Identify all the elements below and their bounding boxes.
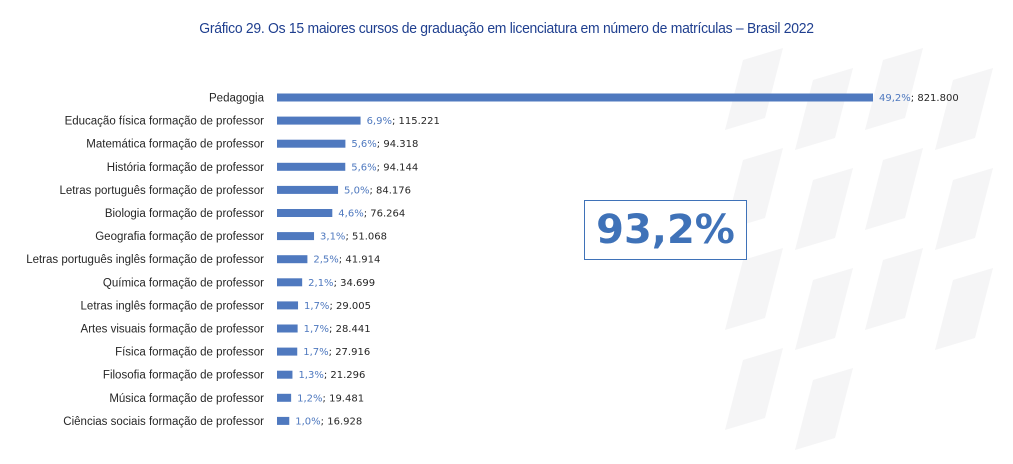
category-label: Educação física formação de professor	[65, 116, 265, 128]
category-label: Biologia formação de professor	[105, 208, 264, 220]
value-label: ; 16.928	[321, 416, 363, 427]
value-label: ; 94.318	[377, 139, 419, 150]
watermark-shape	[935, 168, 993, 250]
category-label: Química formação de professor	[103, 277, 264, 289]
bar	[277, 93, 873, 102]
percent-label: 1,7%	[304, 324, 329, 335]
watermark-shape	[795, 68, 853, 150]
value-label: ; 115.221	[392, 116, 440, 127]
value-label: ; 21.296	[324, 370, 366, 381]
percent-label: 4,6%	[338, 209, 363, 220]
percent-label: 49,2%	[879, 93, 911, 104]
percent-label: 5,6%	[351, 162, 376, 173]
watermark-shape	[865, 248, 923, 330]
data-label: 1,3%; 21.296	[298, 370, 365, 381]
total-percentage-callout: 93,2%	[584, 200, 747, 260]
value-label: ; 41.914	[339, 255, 381, 266]
data-label: 6,9%; 115.221	[367, 116, 440, 127]
value-label: ; 28.441	[329, 324, 371, 335]
bar	[277, 370, 293, 379]
data-label: 49,2%; 821.800	[879, 93, 959, 104]
data-label: 5,6%; 94.318	[351, 139, 418, 150]
percent-label: 1,2%	[297, 393, 322, 404]
value-label: ; 51.068	[345, 232, 387, 243]
category-label: Letras inglês formação de professor	[81, 300, 265, 312]
category-label: Artes visuais formação de professor	[81, 324, 265, 336]
watermark-shape	[795, 168, 853, 250]
category-label: Geografia formação de professor	[95, 231, 264, 243]
data-label: 1,7%; 28.441	[304, 324, 371, 335]
category-label: Matemática formação de professor	[86, 139, 264, 151]
watermark-shape	[725, 248, 783, 330]
category-label: Música formação de professor	[109, 393, 264, 405]
watermark-shape	[795, 368, 853, 450]
watermark-shape	[935, 68, 993, 150]
value-label: ; 84.176	[369, 185, 411, 196]
category-label: Pedagogia	[209, 93, 265, 105]
category-label: Física formação de professor	[115, 347, 264, 359]
watermark-shape	[865, 48, 923, 130]
data-label: 3,1%; 51.068	[320, 232, 387, 243]
bar	[277, 185, 339, 194]
data-label: 4,6%; 76.264	[338, 209, 405, 220]
data-label: 2,1%; 34.699	[308, 278, 375, 289]
bar	[277, 139, 346, 148]
category-label: História formação de professor	[107, 162, 264, 174]
category-label: Letras português formação de professor	[59, 185, 264, 197]
watermark-shape	[935, 268, 993, 350]
value-label: ; 821.800	[911, 93, 959, 104]
percent-label: 1,7%	[303, 347, 328, 358]
value-label: ; 34.699	[334, 278, 376, 289]
data-label: 1,2%; 19.481	[297, 393, 364, 404]
bar	[277, 162, 346, 171]
percent-label: 1,0%	[295, 416, 320, 427]
percent-label: 2,5%	[313, 255, 338, 266]
category-label: Letras português inglês formação de prof…	[26, 254, 264, 266]
percent-label: 1,3%	[298, 370, 323, 381]
category-label: Ciências sociais formação de professor	[63, 416, 264, 428]
percent-label: 3,1%	[320, 232, 345, 243]
value-label: ; 76.264	[364, 209, 406, 220]
watermark-shape	[865, 148, 923, 230]
value-label: ; 94.144	[377, 162, 419, 173]
background-watermark	[725, 48, 993, 450]
bar	[277, 416, 290, 425]
chart-title: Gráfico 29. Os 15 maiores cursos de grad…	[199, 20, 814, 37]
bar	[277, 255, 308, 264]
bar	[277, 209, 333, 217]
bar	[277, 278, 303, 287]
value-label: ; 27.916	[329, 347, 371, 358]
watermark-shape	[725, 348, 783, 430]
bar	[277, 232, 315, 241]
bar	[277, 116, 361, 125]
data-label: 2,5%; 41.914	[313, 255, 380, 266]
data-label: 5,0%; 84.176	[344, 185, 411, 196]
bar	[277, 347, 298, 356]
data-label: 1,7%; 29.005	[304, 301, 371, 312]
watermark-shape	[795, 268, 853, 350]
percent-label: 6,9%	[367, 116, 392, 127]
category-label: Filosofia formação de professor	[103, 370, 264, 382]
percent-label: 1,7%	[304, 301, 329, 312]
watermark-shape	[725, 48, 783, 130]
data-label: 1,7%; 27.916	[303, 347, 370, 358]
data-label: 5,6%; 94.144	[351, 162, 418, 173]
percent-label: 2,1%	[308, 278, 333, 289]
bar	[277, 393, 292, 402]
percent-label: 5,0%	[344, 185, 369, 196]
bar	[277, 301, 299, 310]
bar	[277, 324, 298, 333]
value-label: ; 19.481	[323, 393, 365, 404]
data-label: 1,0%; 16.928	[295, 416, 362, 427]
percent-label: 5,6%	[351, 139, 376, 150]
value-label: ; 29.005	[329, 301, 371, 312]
